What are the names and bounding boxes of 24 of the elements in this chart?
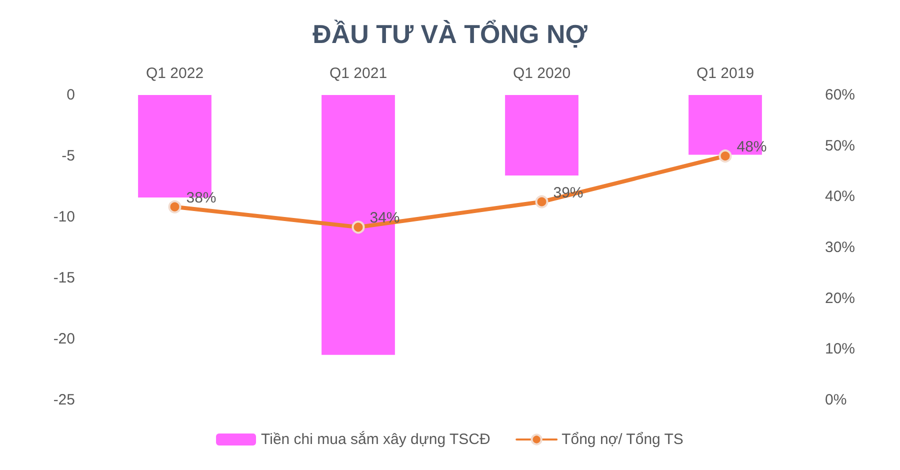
x-tick-label: Q1 2019 [696,65,754,82]
y2-tick-label: 0% [825,392,847,408]
y2-tick-label: 60% [825,86,856,104]
chart-title: ĐẦU TƯ VÀ TỔNG NỢ [312,19,588,49]
point [535,195,548,208]
point [168,200,182,214]
legend-label: Tổng nợ/ Tổng TS [562,431,684,448]
point [352,220,365,234]
x-tick-label: Q1 2020 [512,65,571,82]
point [718,150,732,162]
y2-tick-label: 20% [825,290,856,307]
legend-label: Tiền chi mua sắm xây dựng TSCĐ [261,430,490,448]
x-tick-label: Q1 2022 [146,65,204,82]
y-tick-label: 0 [66,86,75,104]
y2-tick-label: 40% [825,188,856,206]
y-tick-label: -20 [53,330,75,348]
y-tick-label: -25 [53,392,75,408]
y2-tick-label: 30% [825,239,856,256]
y-tick-label: -15 [53,270,75,286]
y2-tick-label: 50% [825,137,856,154]
x-tick-label: Q1 2021 [329,65,388,82]
y-tick-label: -5 [62,148,75,164]
y2-tick-label: 10% [825,340,856,358]
y-tick-label: -10 [53,208,75,226]
